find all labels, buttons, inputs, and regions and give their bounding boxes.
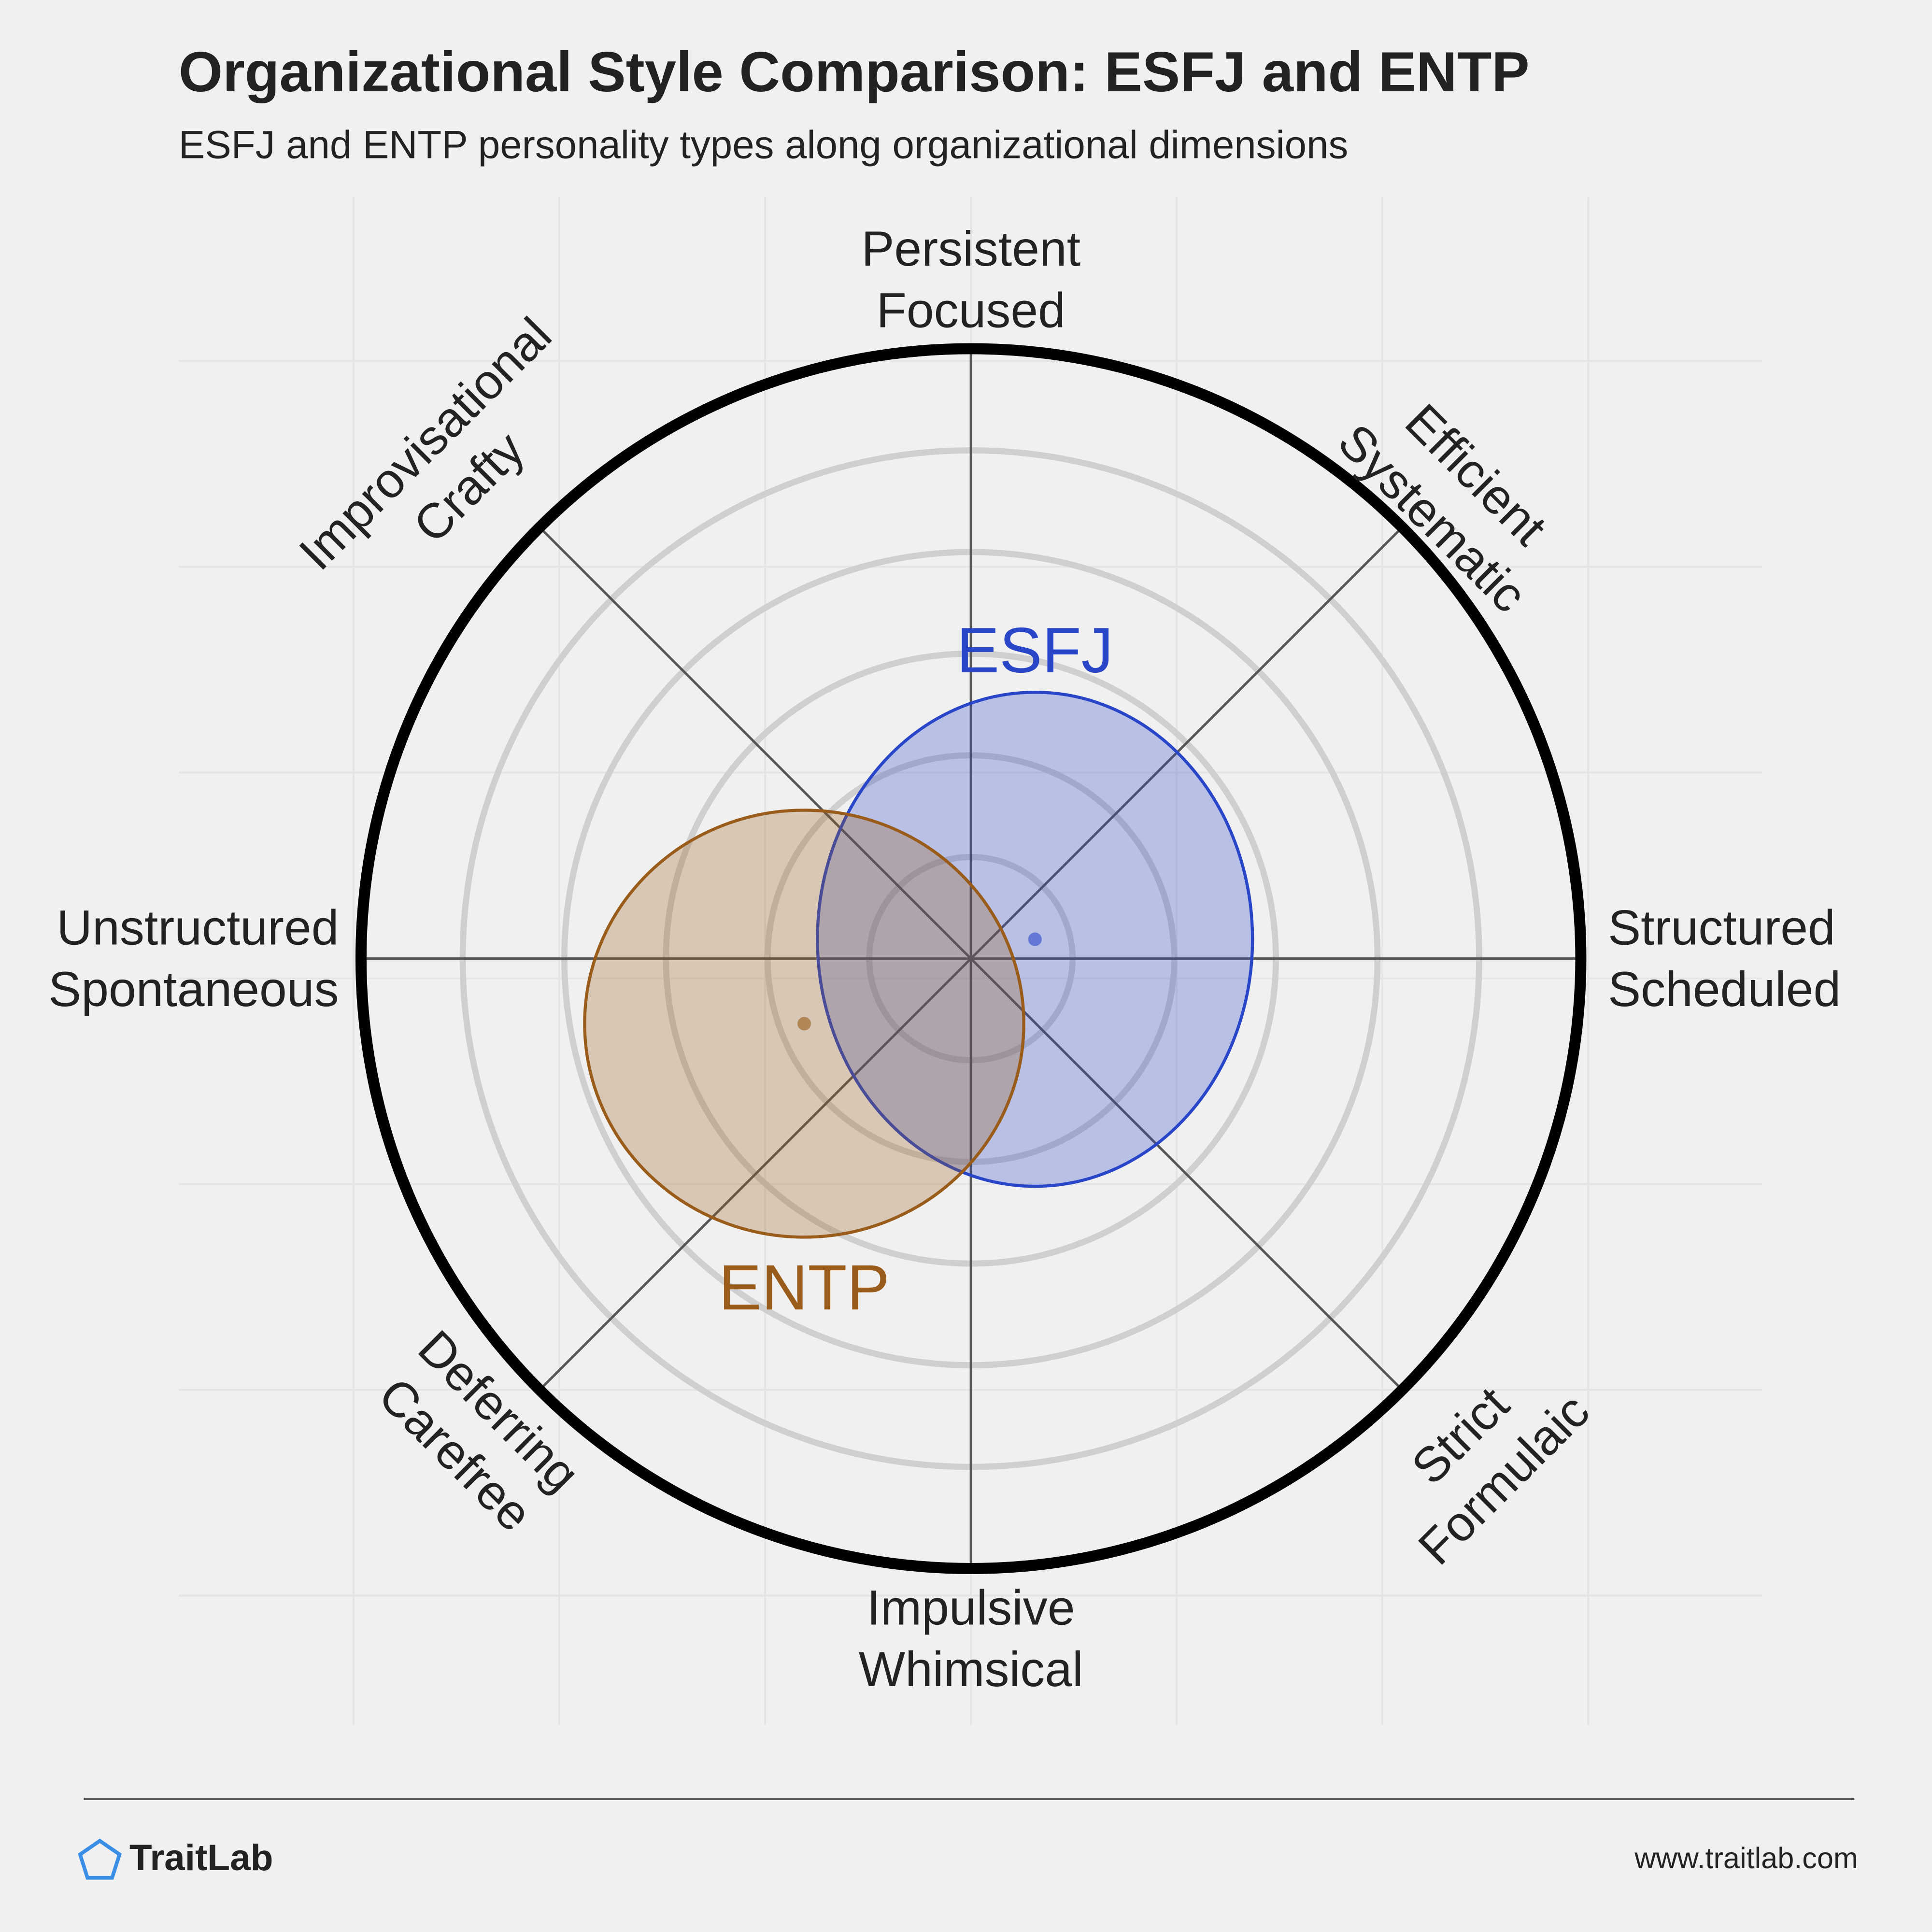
axis-label-line: Whimsical — [859, 1642, 1083, 1697]
footer-url: www.traitlab.com — [1634, 1842, 1858, 1875]
type-center — [797, 1017, 811, 1031]
axis-label: Impulsive Whimsical — [859, 1580, 1083, 1697]
axis-label-line: Scheduled — [1608, 962, 1841, 1017]
logo-icon — [78, 1838, 122, 1880]
axis-line — [539, 526, 1403, 1391]
axis-label-line: Impulsive — [867, 1580, 1075, 1635]
axis-label-line: Spontaneous — [48, 962, 339, 1017]
type-center — [1028, 932, 1042, 946]
axis-label: Persistent Focused — [861, 221, 1080, 338]
axis-label-line: Persistent — [861, 221, 1080, 276]
axis-label-line: Unstructured — [57, 900, 339, 955]
axis-label-line: Structured — [1608, 900, 1835, 955]
chart-title: Organizational Style Comparison: ESFJ an… — [179, 40, 1530, 103]
chart-subtitle: ESFJ and ENTP personality types along or… — [179, 123, 1348, 167]
series-label: ENTP — [719, 1252, 890, 1323]
axis-label: Unstructured Spontaneous — [48, 900, 339, 1017]
axis-label: Structured Scheduled — [1608, 900, 1841, 1017]
series-label: ESFJ — [957, 615, 1113, 686]
brand: TraitLab — [129, 1837, 273, 1878]
axis-label-line: Focused — [877, 283, 1065, 338]
outer-ring — [355, 343, 1587, 1574]
